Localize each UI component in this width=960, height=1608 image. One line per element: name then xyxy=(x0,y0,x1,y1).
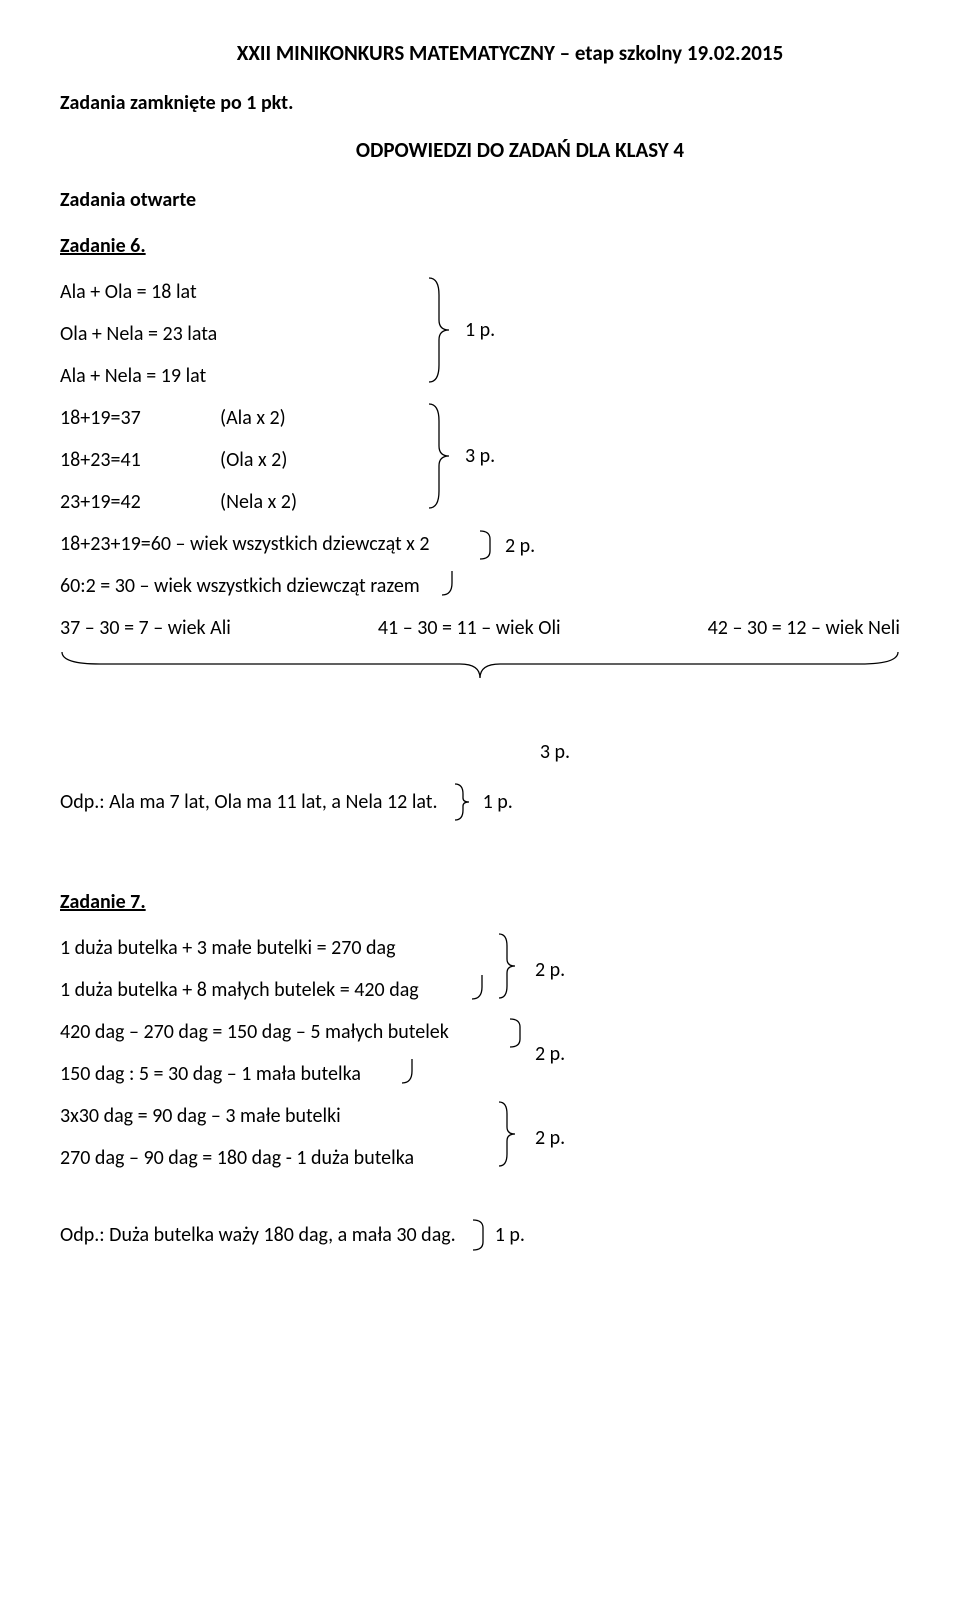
under-brace-icon xyxy=(60,650,900,686)
square-bracket-icon xyxy=(478,529,492,561)
task6-line3: Ala + Nela = 19 lat xyxy=(60,364,900,388)
task6-line9: 37 – 30 = 7 – wiek Ali 41 – 30 = 11 – wi… xyxy=(60,616,900,640)
task6-line5b: (Ola x 2) xyxy=(220,448,287,472)
task7-points1: 2 p. xyxy=(535,958,565,982)
under-brace xyxy=(60,650,900,690)
answers-subtitle: ODPOWIEDZI DO ZADAŃ DLA KLASY 4 xyxy=(60,137,900,163)
brace-icon xyxy=(425,275,453,385)
task6-line9a: 37 – 30 = 7 – wiek Ali xyxy=(60,616,231,640)
task7-answer: Odp.: Duża butelka waży 180 dag, a mała … xyxy=(60,1218,900,1252)
task7-line1: 1 duża butelka + 3 małe butelki = 270 da… xyxy=(60,936,900,960)
task7-points2: 2 p. xyxy=(535,1042,565,1066)
task7-answer-text: Odp.: Duża butelka waży 180 dag, a mała … xyxy=(60,1223,456,1247)
brace-icon xyxy=(495,1099,519,1169)
task6-line4: 18+19=37 (Ala x 2) xyxy=(60,406,900,430)
task6-line6: 23+19=42 (Nela x 2) xyxy=(60,490,900,514)
task6-line6b: (Nela x 2) xyxy=(220,490,297,514)
task7-line3: 420 dag – 270 dag = 150 dag – 5 małych b… xyxy=(60,1020,900,1044)
task6-line4b: (Ala x 2) xyxy=(220,406,286,430)
task7-label: Zadanie 7. xyxy=(60,890,900,914)
task7-points3: 2 p. xyxy=(535,1126,565,1150)
hook-icon xyxy=(400,1057,414,1085)
task6-points2: 3 p. xyxy=(465,444,495,468)
task6-line4a: 18+19=37 xyxy=(60,406,220,430)
brace-icon xyxy=(495,931,519,1001)
task6-line5a: 18+23=41 xyxy=(60,448,220,472)
open-tasks-label: Zadania otwarte xyxy=(60,188,900,212)
task6-label: Zadanie 6. xyxy=(60,234,900,258)
task6-line8: 60:2 = 30 – wiek wszystkich dziewcząt ra… xyxy=(60,574,900,598)
task6-line6a: 23+19=42 xyxy=(60,490,220,514)
task6-answer-text: Odp.: Ala ma 7 lat, Ola ma 11 lat, a Nel… xyxy=(60,790,438,814)
task7-line6: 270 dag – 90 dag = 180 dag - 1 duża bute… xyxy=(60,1146,900,1170)
task6-line9b: 41 – 30 = 11 – wiek Oli xyxy=(378,616,561,640)
task6-points1: 1 p. xyxy=(465,318,495,342)
hook-icon xyxy=(440,569,454,597)
task7-points4: 1 p. xyxy=(495,1223,525,1247)
task7-line5: 3x30 dag = 90 dag – 3 małe butelki xyxy=(60,1104,900,1128)
task6-answer: Odp.: Ala ma 7 lat, Ola ma 11 lat, a Nel… xyxy=(60,782,900,822)
brace-icon xyxy=(425,401,453,511)
task6-line9c: 42 – 30 = 12 – wiek Neli xyxy=(708,616,900,640)
brace-icon xyxy=(453,782,473,822)
closed-tasks-label: Zadania zamknięte po 1 pkt. xyxy=(60,91,900,115)
page-title: XXII MINIKONKURS MATEMATYCZNY – etap szk… xyxy=(60,40,900,66)
square-bracket-icon xyxy=(471,1218,485,1252)
square-bracket-icon xyxy=(508,1017,522,1049)
hook-icon xyxy=(470,973,484,1001)
task6-points3: 2 p. xyxy=(505,534,535,558)
task6-points4: 3 p. xyxy=(60,740,900,764)
task6-points5: 1 p. xyxy=(483,790,513,814)
task7-line4: 150 dag : 5 = 30 dag – 1 mała butelka xyxy=(60,1062,900,1086)
task6-line1: Ala + Ola = 18 lat xyxy=(60,280,900,304)
